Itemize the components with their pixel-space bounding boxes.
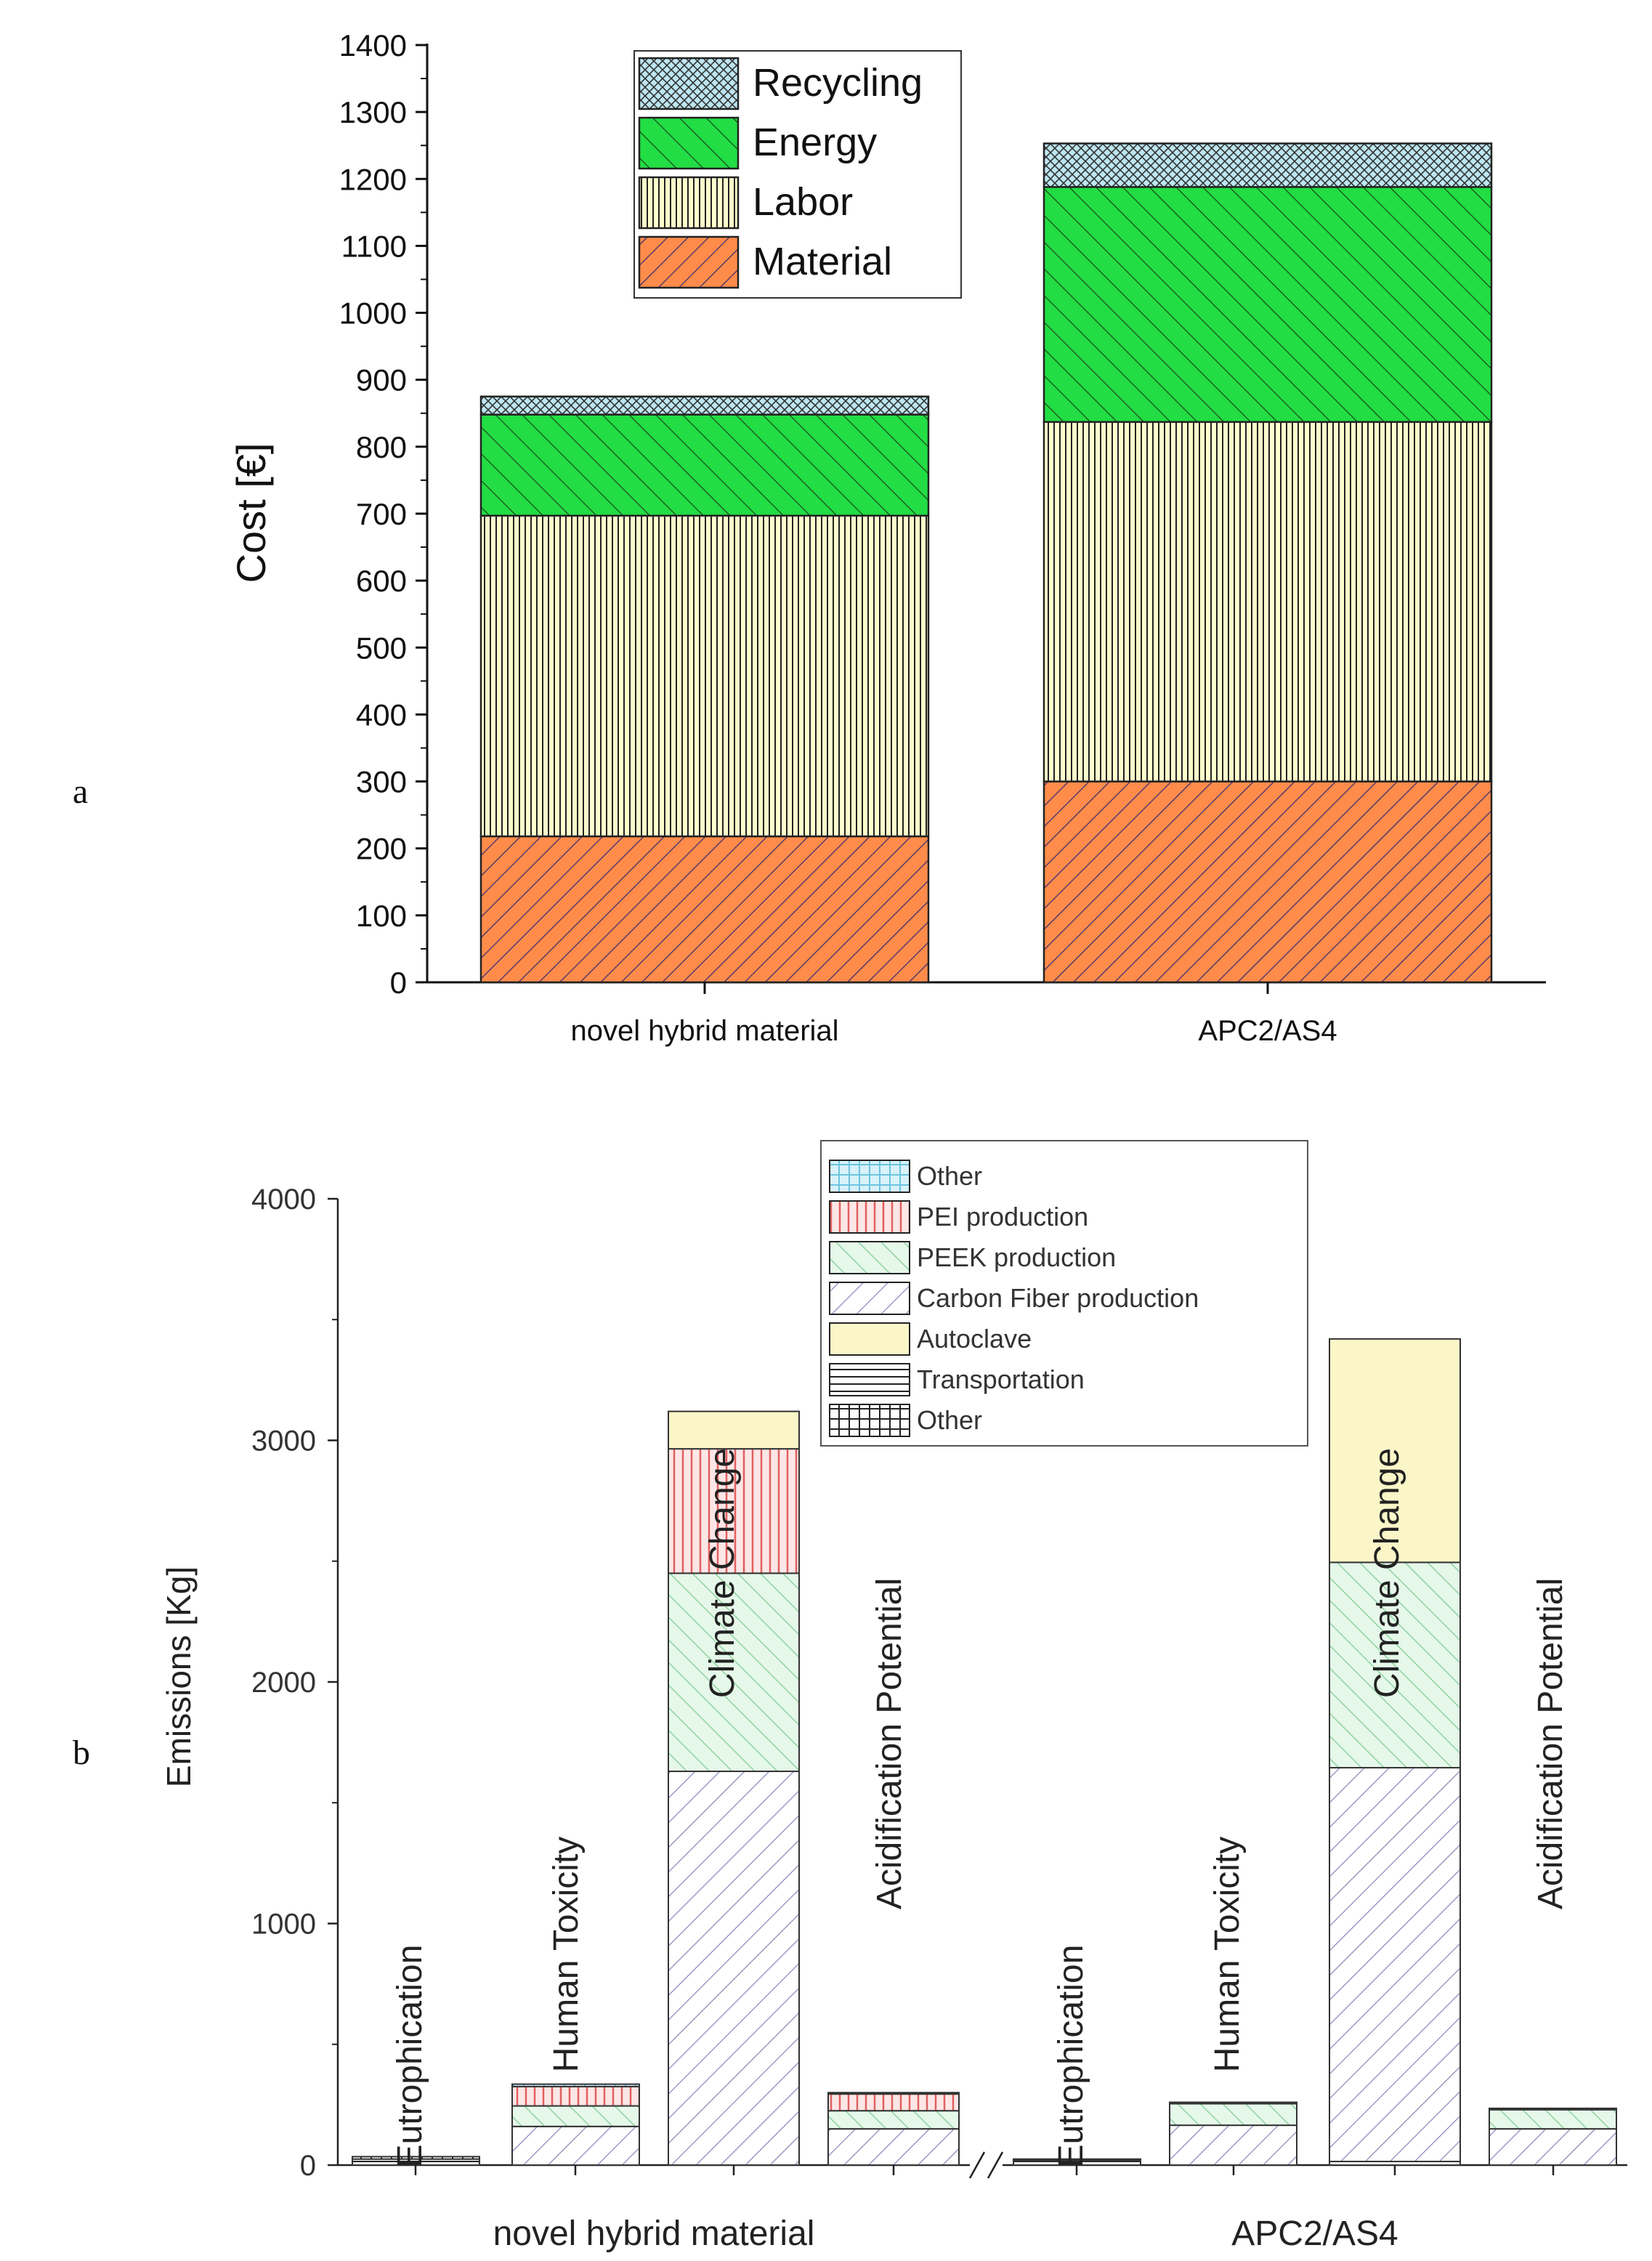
bar-segment-energy <box>1042 186 1493 424</box>
legend-swatch <box>829 1160 910 1193</box>
axis-break-marker <box>968 2151 1004 2179</box>
x-tick-label: APC2/AS4 <box>1198 1015 1337 1047</box>
bar-label: Climate Change <box>1368 1448 1406 1698</box>
bar-segment-carbon-fiber-production <box>511 2125 640 2167</box>
bar-segment-recycling <box>479 395 930 416</box>
bar-segment-autoclave <box>1329 1338 1461 1564</box>
bar-segment-pei-production <box>511 2085 640 2107</box>
y-tick-label: 1300 <box>339 95 407 129</box>
panel-label-b: b <box>73 1734 90 1772</box>
y-tick-label: 1000 <box>339 296 407 331</box>
legend-label: Material <box>753 240 892 283</box>
legend-label: Carbon Fiber production <box>917 1283 1199 1313</box>
legend-swatch <box>829 1241 910 1274</box>
bar-segment-carbon-fiber-production <box>1169 2124 1297 2166</box>
bar-segment-other <box>1169 2101 1297 2105</box>
legend-swatch <box>638 176 740 230</box>
legend-label: PEEK production <box>917 1242 1116 1272</box>
group-label: novel hybrid material <box>493 2215 815 2253</box>
bar-segment-carbon-fiber-production <box>1329 1767 1461 2163</box>
legend-label: Recycling <box>753 61 923 105</box>
bar-segment-other <box>511 2083 640 2087</box>
bar-label: Eutrophication <box>1052 1945 1090 2168</box>
bar-label: Human Toxicity <box>1208 1837 1247 2073</box>
bar-segment-peek-production <box>1489 2108 1617 2130</box>
bar-segment-recycling <box>1042 142 1493 188</box>
bar-segment-peek-production <box>1169 2103 1297 2127</box>
y-tick-label: 300 <box>356 765 407 799</box>
bar-segment-other <box>1489 2107 1617 2111</box>
bar-segment-labor <box>479 514 930 838</box>
legend-label: Autoclave <box>917 1324 1032 1354</box>
bar-segment-pei-production <box>668 1448 800 1574</box>
bar-segment-other-process- <box>352 2156 480 2160</box>
y-tick-label: 700 <box>356 497 407 531</box>
x-tick-label: novel hybrid material <box>570 1015 838 1047</box>
bar-segment-peek-production <box>827 2110 960 2130</box>
bar-segment-other <box>827 2092 960 2095</box>
bar-segment-peek-production <box>511 2105 640 2127</box>
bar-segment-pei-production <box>827 2092 960 2112</box>
legend-swatch <box>829 1200 910 1234</box>
legend-label: Transportation <box>917 1364 1085 1394</box>
bar-segment-material <box>479 835 930 984</box>
bar-segment-autoclave <box>668 1410 800 1450</box>
y-tick-label: 500 <box>356 631 407 665</box>
y-tick-label: 1200 <box>339 162 407 196</box>
y-tick-label: 1100 <box>341 229 407 263</box>
y-tick-label: 0 <box>300 2150 316 2182</box>
bar-label: Climate Change <box>703 1448 742 1698</box>
bar-label: Eutrophication <box>391 1945 429 2168</box>
bar-segment-material <box>1042 780 1493 984</box>
legend-swatch <box>638 57 740 110</box>
bar-segment-carbon-fiber-production <box>827 2128 960 2166</box>
legend-label: Energy <box>753 121 877 164</box>
legend-swatch <box>638 235 740 289</box>
y-tick-label: 100 <box>356 899 407 933</box>
y-tick-label: 600 <box>356 564 407 598</box>
bar-label: Acidification Potential <box>1531 1578 1570 1909</box>
y-tick-label: 2000 <box>251 1667 316 1699</box>
legend-swatch <box>829 1282 910 1315</box>
bar-label: Acidification Potential <box>870 1578 909 1909</box>
y-tick-label: 400 <box>356 697 407 732</box>
bar-segment-peek-production <box>668 1572 800 1773</box>
legend-label: Other <box>917 1405 982 1435</box>
y-tick-label: 800 <box>356 430 407 464</box>
bar-label: Human Toxicity <box>547 1837 586 2073</box>
legend-label: Labor <box>753 180 853 224</box>
bar-segment-other-process- <box>1013 2158 1141 2161</box>
y-axis-label: Cost [€] <box>228 443 274 583</box>
legend-label: PEI production <box>917 1202 1088 1231</box>
y-axis-label: Emissions [Kg] <box>160 1566 198 1787</box>
legend-swatch <box>829 1322 910 1356</box>
legend-swatch <box>638 116 740 170</box>
bar-segment-carbon-fiber-production <box>668 1771 800 2166</box>
legend: Recycling Energy Labor Material <box>633 50 962 299</box>
y-tick-label: 1400 <box>339 28 407 62</box>
cost-chart: Cost [€] 0 100 200 300 400 500 600 700 800 900 100… <box>228 28 1546 1047</box>
legend-swatch <box>829 1404 910 1437</box>
y-tick-label: 0 <box>390 966 407 1000</box>
emissions-chart: Emissions [Kg] 0 1000 2000 3000 4000 Eutroph… <box>160 1140 1627 2253</box>
y-tick-label: 900 <box>356 363 407 397</box>
panel-label-a: a <box>73 772 88 811</box>
y-tick-label: 4000 <box>251 1184 316 1216</box>
legend: Other PEI production PEEK production Carbon… <box>820 1140 1308 1447</box>
legend-swatch <box>829 1363 910 1396</box>
group-label: APC2/AS4 <box>1231 2215 1398 2253</box>
bar-segment-carbon-fiber-production <box>1489 2128 1617 2166</box>
bar-segment-labor <box>1042 421 1493 782</box>
y-tick-label: 3000 <box>251 1425 316 1457</box>
y-tick-label: 1000 <box>251 1909 316 1941</box>
y-tick-label: 200 <box>356 832 407 866</box>
bar-segment-energy <box>479 413 930 517</box>
legend-label: Other <box>917 1161 982 1191</box>
